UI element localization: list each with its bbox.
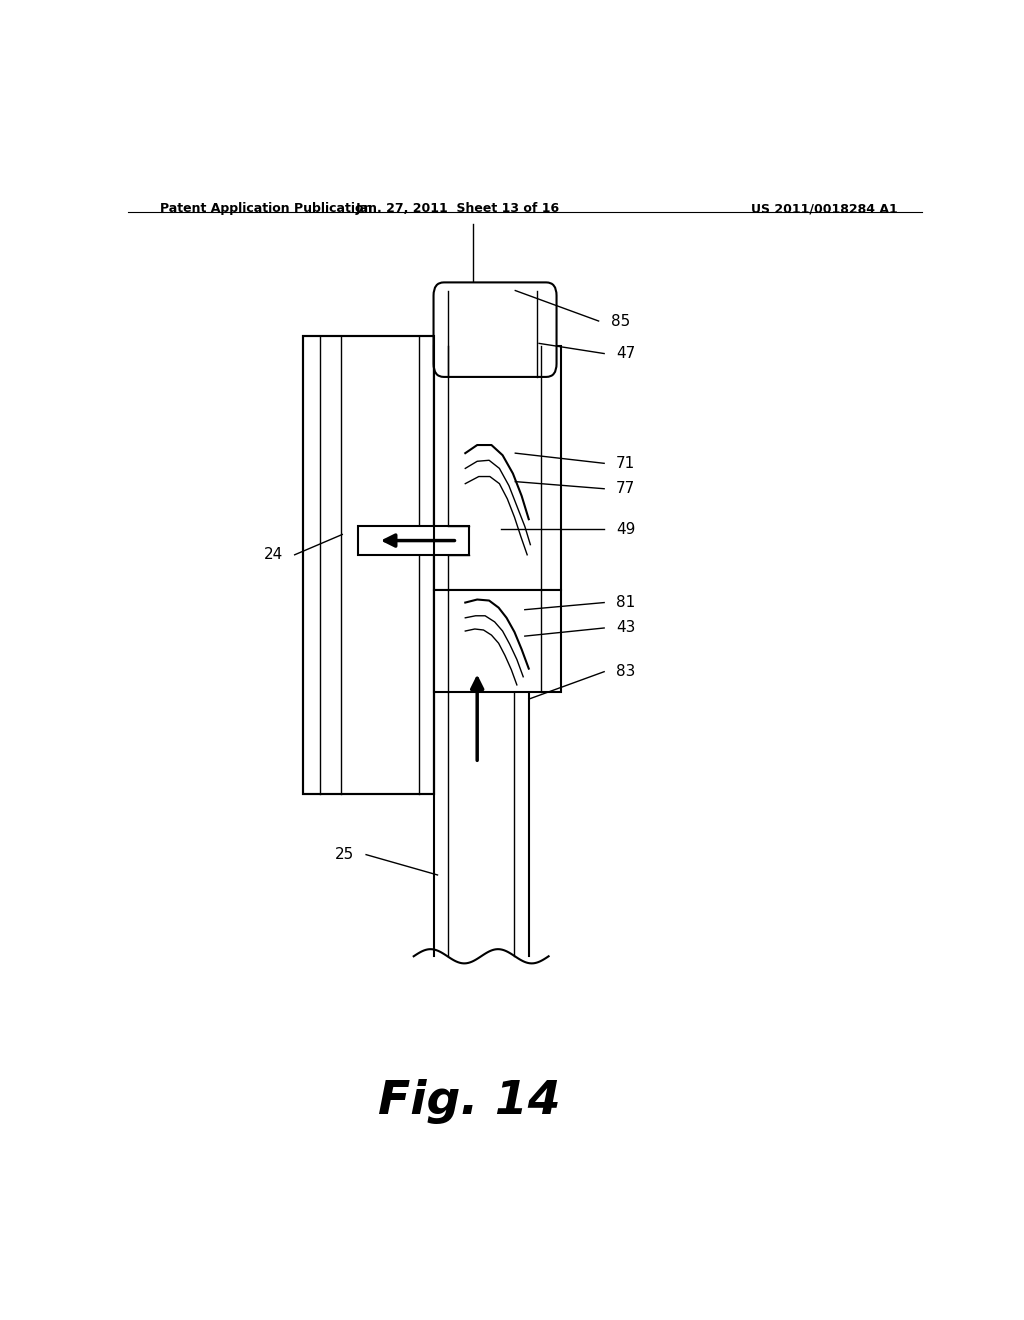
Text: 71: 71 bbox=[616, 455, 635, 471]
Bar bbox=[433, 590, 560, 692]
Bar bbox=[433, 793, 528, 956]
Text: 43: 43 bbox=[616, 620, 636, 635]
Text: 49: 49 bbox=[616, 521, 636, 537]
Bar bbox=[303, 337, 433, 793]
Text: Patent Application Publication: Patent Application Publication bbox=[160, 202, 372, 215]
Bar bbox=[358, 527, 469, 554]
Bar bbox=[433, 346, 560, 590]
Text: 47: 47 bbox=[616, 346, 635, 362]
Text: Fig. 14: Fig. 14 bbox=[378, 1080, 560, 1125]
Text: 85: 85 bbox=[610, 314, 630, 329]
Text: 25: 25 bbox=[335, 847, 354, 862]
Text: Jan. 27, 2011  Sheet 13 of 16: Jan. 27, 2011 Sheet 13 of 16 bbox=[355, 202, 559, 215]
Text: 77: 77 bbox=[616, 482, 635, 496]
Text: 24: 24 bbox=[263, 548, 283, 562]
FancyBboxPatch shape bbox=[433, 282, 557, 378]
Text: US 2011/0018284 A1: US 2011/0018284 A1 bbox=[751, 202, 898, 215]
Text: 81: 81 bbox=[616, 595, 635, 610]
Text: 83: 83 bbox=[616, 664, 636, 680]
Bar bbox=[303, 337, 433, 793]
